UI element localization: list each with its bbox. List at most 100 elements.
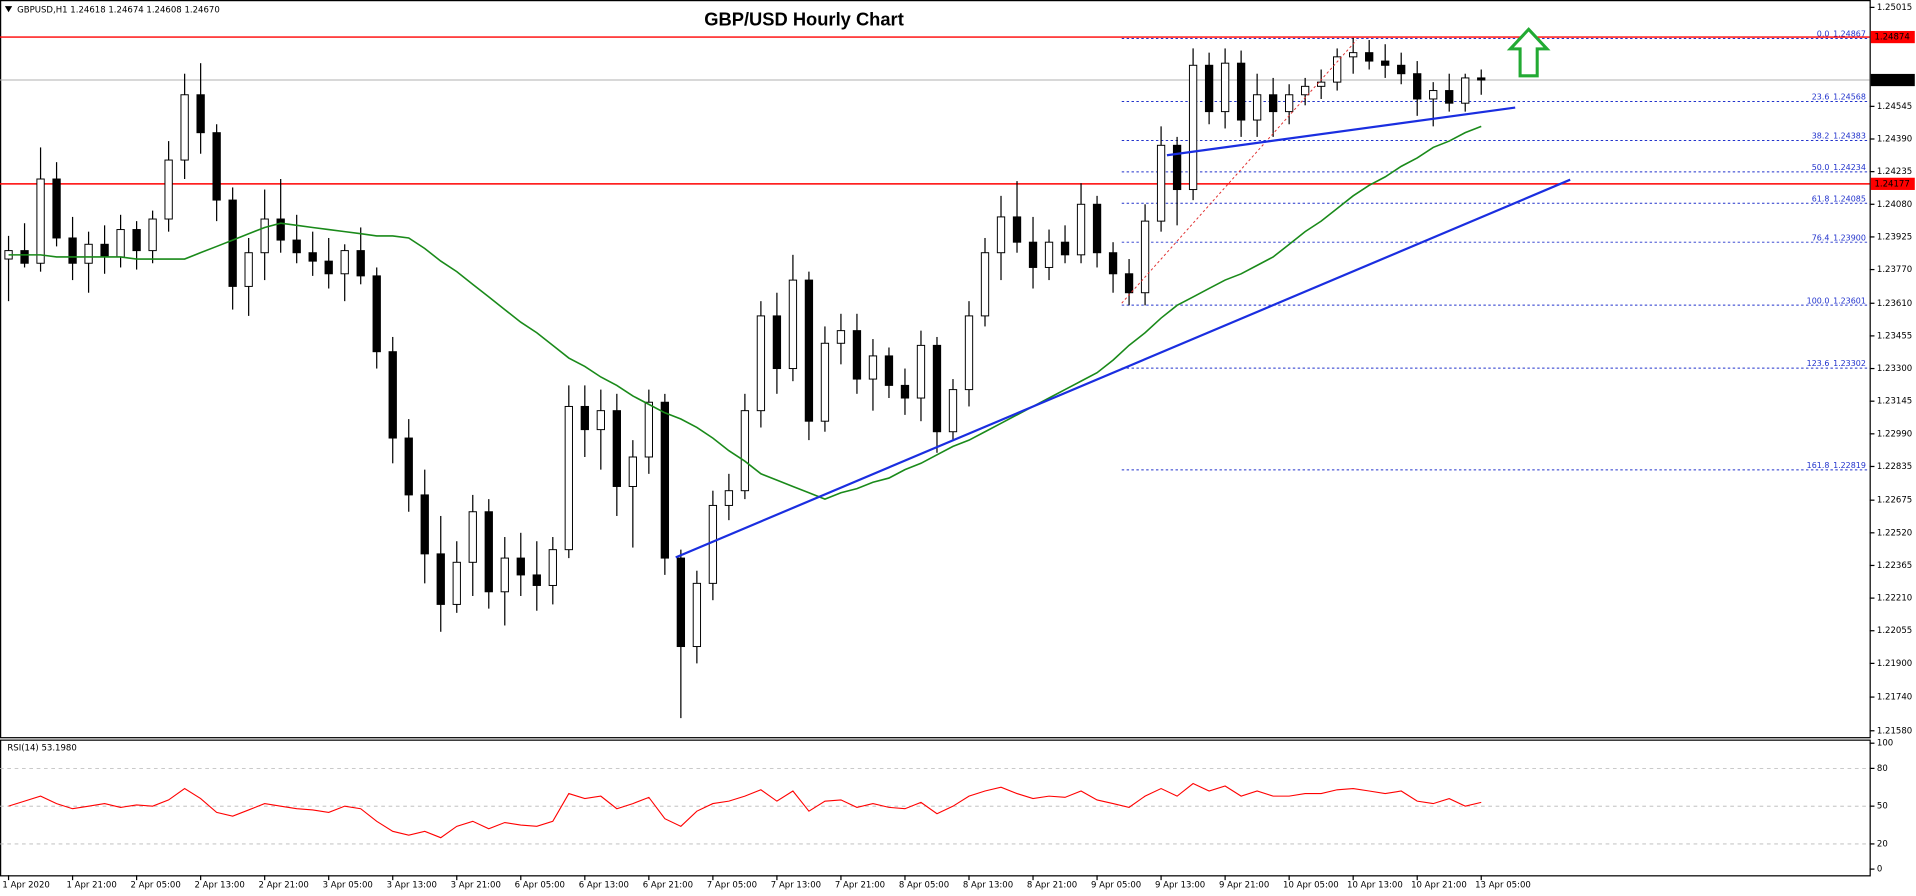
candle-body xyxy=(228,199,237,287)
y-tick-label: 1.22055 xyxy=(1877,626,1912,636)
last-price-label: 1.24670 xyxy=(1874,76,1909,86)
candle-body xyxy=(1284,94,1294,113)
y-tick-label: 1.23455 xyxy=(1877,331,1912,341)
candle-body xyxy=(1220,62,1230,113)
rsi-pane-frame xyxy=(0,739,1871,877)
candle-body xyxy=(1445,90,1454,104)
candle-body xyxy=(596,410,605,431)
candle-body xyxy=(820,342,830,422)
y-tick-label: 1.24080 xyxy=(1877,200,1912,210)
candle-body xyxy=(20,250,29,264)
fib-price: 1.23900 xyxy=(1833,233,1866,242)
candle-body xyxy=(692,582,702,648)
candle-body xyxy=(276,218,285,241)
candle-body xyxy=(724,490,734,506)
y-tick-label: 1.24390 xyxy=(1877,134,1912,144)
candle-body xyxy=(1156,144,1166,222)
candle-body xyxy=(772,315,782,370)
candle-body xyxy=(1204,64,1214,113)
candle-body xyxy=(580,405,589,431)
rsi-line xyxy=(8,782,1482,839)
fib-anchor-line xyxy=(1121,40,1357,304)
candle-body xyxy=(244,252,253,287)
candle-body xyxy=(388,351,397,439)
candle-body xyxy=(324,260,333,275)
candle-body xyxy=(292,239,301,254)
candle-body xyxy=(1140,220,1150,294)
x-tick-label: 9 Apr 13:00 xyxy=(1155,880,1205,890)
candle-body xyxy=(1012,216,1022,243)
candle-body xyxy=(372,275,381,353)
candle-body xyxy=(644,401,654,458)
candle-body xyxy=(996,216,1006,254)
candle-body xyxy=(676,557,686,648)
candle-body xyxy=(1333,56,1342,83)
candle-body xyxy=(852,330,862,380)
price-box xyxy=(1870,177,1915,190)
candle-body xyxy=(84,243,93,264)
y-tick-label: 1.23770 xyxy=(1877,265,1912,275)
candle-body xyxy=(516,557,525,576)
x-tick-label: 10 Apr 05:00 xyxy=(1283,880,1339,890)
candle-body xyxy=(420,494,429,555)
candle-body xyxy=(1252,94,1262,121)
candle-body xyxy=(148,218,157,252)
fib-ratio: 38.2 xyxy=(1812,131,1830,140)
candle-body xyxy=(212,132,221,201)
fib-label: 161.8 1.22819 xyxy=(1807,460,1866,469)
candle-body xyxy=(1477,77,1486,81)
fib-price: 1.24867 xyxy=(1833,29,1866,38)
fib-ratio: 100.0 xyxy=(1807,296,1830,305)
x-tick-label: 7 Apr 05:00 xyxy=(707,880,757,890)
y-tick-label: 1.24545 xyxy=(1877,102,1912,112)
fib-label: 50.0 1.24234 xyxy=(1812,162,1866,171)
candle-body xyxy=(164,159,173,220)
x-tick-label: 3 Apr 21:00 xyxy=(451,880,501,890)
candle-body xyxy=(788,279,798,370)
candle-body xyxy=(660,401,670,559)
candle-body xyxy=(1397,64,1406,75)
candle-body xyxy=(740,410,750,492)
y-tick-label: 1.25015 xyxy=(1877,3,1912,13)
candle-body xyxy=(356,250,365,277)
x-tick-label: 2 Apr 21:00 xyxy=(259,880,309,890)
rsi-tick-label: 80 xyxy=(1877,764,1888,774)
fib-ratio: 50.0 xyxy=(1812,162,1830,171)
fib-price: 1.23302 xyxy=(1833,359,1866,368)
fib-ratio: 0.0 xyxy=(1817,29,1830,38)
candle-body xyxy=(756,315,766,412)
y-tick-label: 1.21900 xyxy=(1877,659,1912,669)
candle-body xyxy=(484,511,493,593)
candle-body xyxy=(132,229,141,252)
y-tick-label: 1.23300 xyxy=(1877,364,1912,374)
candle-body xyxy=(1092,203,1102,254)
candle-body xyxy=(1172,144,1182,191)
x-tick-label: 9 Apr 21:00 xyxy=(1219,880,1269,890)
x-tick-label: 1 Apr 2020 xyxy=(2,880,49,890)
fib-price: 1.24383 xyxy=(1833,131,1866,140)
candle-body xyxy=(436,553,445,605)
candle-body xyxy=(1381,60,1390,66)
price-box-label: 1.24177 xyxy=(1874,179,1909,189)
fib-label: 61.8 1.24085 xyxy=(1812,194,1866,203)
candle-body xyxy=(340,250,349,275)
x-tick-label: 9 Apr 05:00 xyxy=(1091,880,1141,890)
candle-body xyxy=(452,561,461,605)
y-tick-label: 1.21580 xyxy=(1877,726,1912,736)
x-tick-label: 6 Apr 13:00 xyxy=(579,880,629,890)
candle-body xyxy=(500,557,509,593)
symbol-icon xyxy=(4,6,13,13)
y-tick-label: 1.22675 xyxy=(1877,496,1912,506)
x-tick-label: 7 Apr 21:00 xyxy=(835,880,885,890)
y-tick-label: 1.23610 xyxy=(1877,299,1912,309)
candle-body xyxy=(260,218,269,254)
x-tick-label: 8 Apr 13:00 xyxy=(963,880,1013,890)
candle-body xyxy=(1060,241,1070,256)
x-tick-label: 2 Apr 13:00 xyxy=(195,880,245,890)
candle-body xyxy=(708,504,718,584)
candle-body xyxy=(948,389,958,433)
rsi-tick-label: 100 xyxy=(1877,739,1893,749)
x-tick-label: 10 Apr 21:00 xyxy=(1411,880,1467,890)
y-tick-label: 1.21740 xyxy=(1877,693,1912,703)
